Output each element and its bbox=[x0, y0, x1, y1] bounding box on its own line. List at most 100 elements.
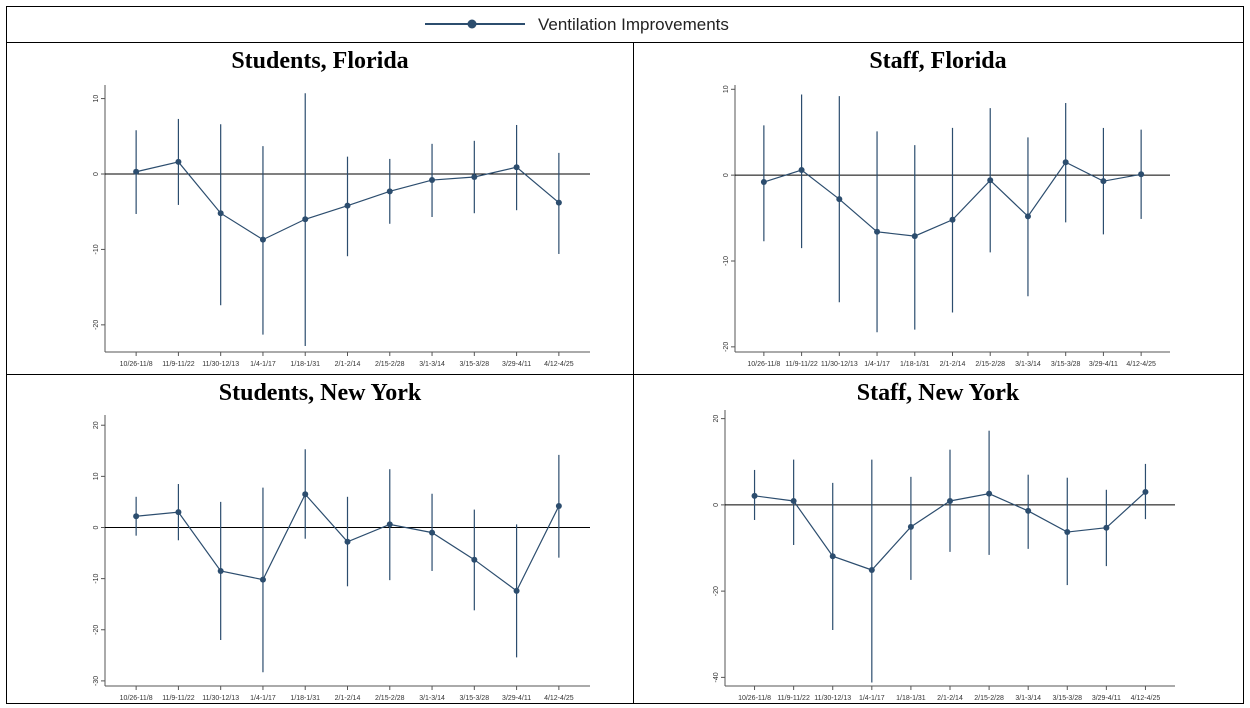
point bbox=[760, 179, 767, 186]
y-tick-label: 0 bbox=[723, 173, 730, 177]
x-tick-label: 3/29-4/11 bbox=[1092, 695, 1121, 702]
point bbox=[1025, 507, 1032, 514]
y-tick-label: -20 bbox=[723, 342, 730, 352]
x-tick-label: 3/1-3/14 bbox=[1015, 695, 1041, 702]
x-tick-label: 10/26-11/8 bbox=[747, 361, 780, 368]
y-tick-label: 10 bbox=[723, 85, 730, 93]
x-tick-label: 3/15-3/28 bbox=[460, 695, 490, 702]
x-tick-label: 3/15-3/28 bbox=[460, 361, 490, 368]
point bbox=[1103, 524, 1110, 531]
chart-title: Staff, Florida bbox=[869, 48, 1006, 74]
point bbox=[949, 216, 956, 223]
y-tick-label: -40 bbox=[713, 672, 720, 682]
x-tick-label: 1/18-1/31 bbox=[290, 361, 320, 368]
point bbox=[798, 166, 805, 173]
point bbox=[429, 529, 436, 536]
point bbox=[829, 553, 836, 560]
x-tick-label: 2/1-2/14 bbox=[335, 361, 361, 368]
point bbox=[302, 216, 309, 223]
y-tick-label: -20 bbox=[93, 625, 100, 635]
point bbox=[874, 228, 881, 235]
point bbox=[175, 509, 182, 516]
point bbox=[133, 168, 140, 175]
point bbox=[907, 523, 914, 530]
point bbox=[513, 164, 520, 171]
point bbox=[471, 174, 478, 181]
point bbox=[344, 202, 351, 209]
x-tick-label: 1/4-1/17 bbox=[250, 361, 276, 368]
point bbox=[133, 513, 140, 520]
legend: Ventilation Improvements bbox=[425, 15, 729, 34]
x-tick-label: 11/30-12/13 bbox=[814, 695, 851, 702]
point bbox=[344, 538, 351, 545]
x-tick-label: 3/15-3/28 bbox=[1051, 361, 1081, 368]
x-tick-label: 2/15-2/28 bbox=[974, 695, 1004, 702]
y-tick-label: -20 bbox=[713, 586, 720, 596]
point bbox=[1142, 488, 1149, 495]
x-tick-label: 2/1-2/14 bbox=[335, 695, 361, 702]
point bbox=[217, 567, 224, 574]
x-tick-label: 1/4-1/17 bbox=[864, 361, 890, 368]
y-tick-label: -10 bbox=[93, 573, 100, 583]
x-tick-label: 11/9-11/22 bbox=[162, 361, 195, 368]
point bbox=[947, 497, 953, 504]
y-tick-label: 0 bbox=[713, 503, 720, 507]
x-tick-label: 11/9-11/22 bbox=[785, 361, 818, 368]
x-tick-label: 11/30-12/13 bbox=[202, 695, 239, 702]
x-tick-label: 4/12-4/25 bbox=[544, 695, 574, 702]
y-tick-label: 20 bbox=[93, 421, 100, 429]
y-tick-label: 0 bbox=[93, 525, 100, 529]
x-tick-label: 1/18-1/31 bbox=[900, 361, 930, 368]
point bbox=[259, 576, 266, 583]
x-tick-label: 1/18-1/31 bbox=[290, 695, 320, 702]
point bbox=[790, 497, 797, 504]
x-tick-label: 1/4-1/17 bbox=[859, 695, 885, 702]
point bbox=[302, 491, 309, 498]
y-tick-label: 0 bbox=[93, 172, 100, 176]
y-tick-label: -10 bbox=[93, 244, 100, 254]
legend-label: Ventilation Improvements bbox=[538, 15, 729, 34]
x-tick-label: 4/12-4/25 bbox=[1131, 695, 1161, 702]
x-tick-label: 11/9-11/22 bbox=[777, 695, 810, 702]
y-tick-label: -10 bbox=[723, 256, 730, 266]
y-tick-label: 20 bbox=[713, 415, 720, 423]
y-tick-label: 10 bbox=[93, 95, 100, 103]
x-tick-label: 10/26-11/8 bbox=[738, 695, 771, 702]
x-tick-label: 11/30-12/13 bbox=[202, 361, 239, 368]
point bbox=[555, 503, 562, 510]
point bbox=[868, 566, 875, 573]
point bbox=[429, 177, 436, 184]
legend-marker bbox=[467, 19, 477, 29]
point bbox=[471, 556, 478, 563]
x-tick-label: 2/15-2/28 bbox=[975, 361, 1005, 368]
point bbox=[1062, 159, 1069, 166]
x-tick-label: 3/1-3/14 bbox=[419, 361, 445, 368]
point bbox=[911, 233, 918, 240]
y-tick-label: 10 bbox=[93, 472, 100, 480]
x-tick-label: 2/1-2/14 bbox=[937, 695, 963, 702]
point bbox=[1064, 529, 1071, 536]
point bbox=[217, 210, 224, 217]
x-tick-label: 1/4-1/17 bbox=[250, 695, 276, 702]
x-tick-label: 10/26-11/8 bbox=[120, 695, 153, 702]
point bbox=[513, 587, 520, 594]
chart-title: Staff, New York bbox=[857, 380, 1020, 406]
point bbox=[386, 188, 393, 195]
point bbox=[1024, 213, 1031, 220]
point bbox=[987, 177, 994, 184]
chart-title: Students, New York bbox=[219, 380, 422, 406]
table-borders bbox=[6, 6, 1244, 704]
point bbox=[751, 492, 758, 499]
x-tick-label: 3/29-4/11 bbox=[502, 361, 531, 368]
x-tick-label: 2/15-2/28 bbox=[375, 695, 405, 702]
x-tick-label: 4/12-4/25 bbox=[544, 361, 574, 368]
x-tick-label: 3/1-3/14 bbox=[1015, 361, 1041, 368]
point bbox=[836, 196, 843, 203]
point bbox=[1138, 171, 1145, 178]
x-tick-label: 3/29-4/11 bbox=[1089, 361, 1118, 368]
x-tick-label: 3/29-4/11 bbox=[502, 695, 531, 702]
chart-title: Students, Florida bbox=[231, 48, 408, 74]
x-tick-label: 3/1-3/14 bbox=[419, 695, 445, 702]
point bbox=[555, 199, 562, 206]
point bbox=[175, 158, 182, 165]
